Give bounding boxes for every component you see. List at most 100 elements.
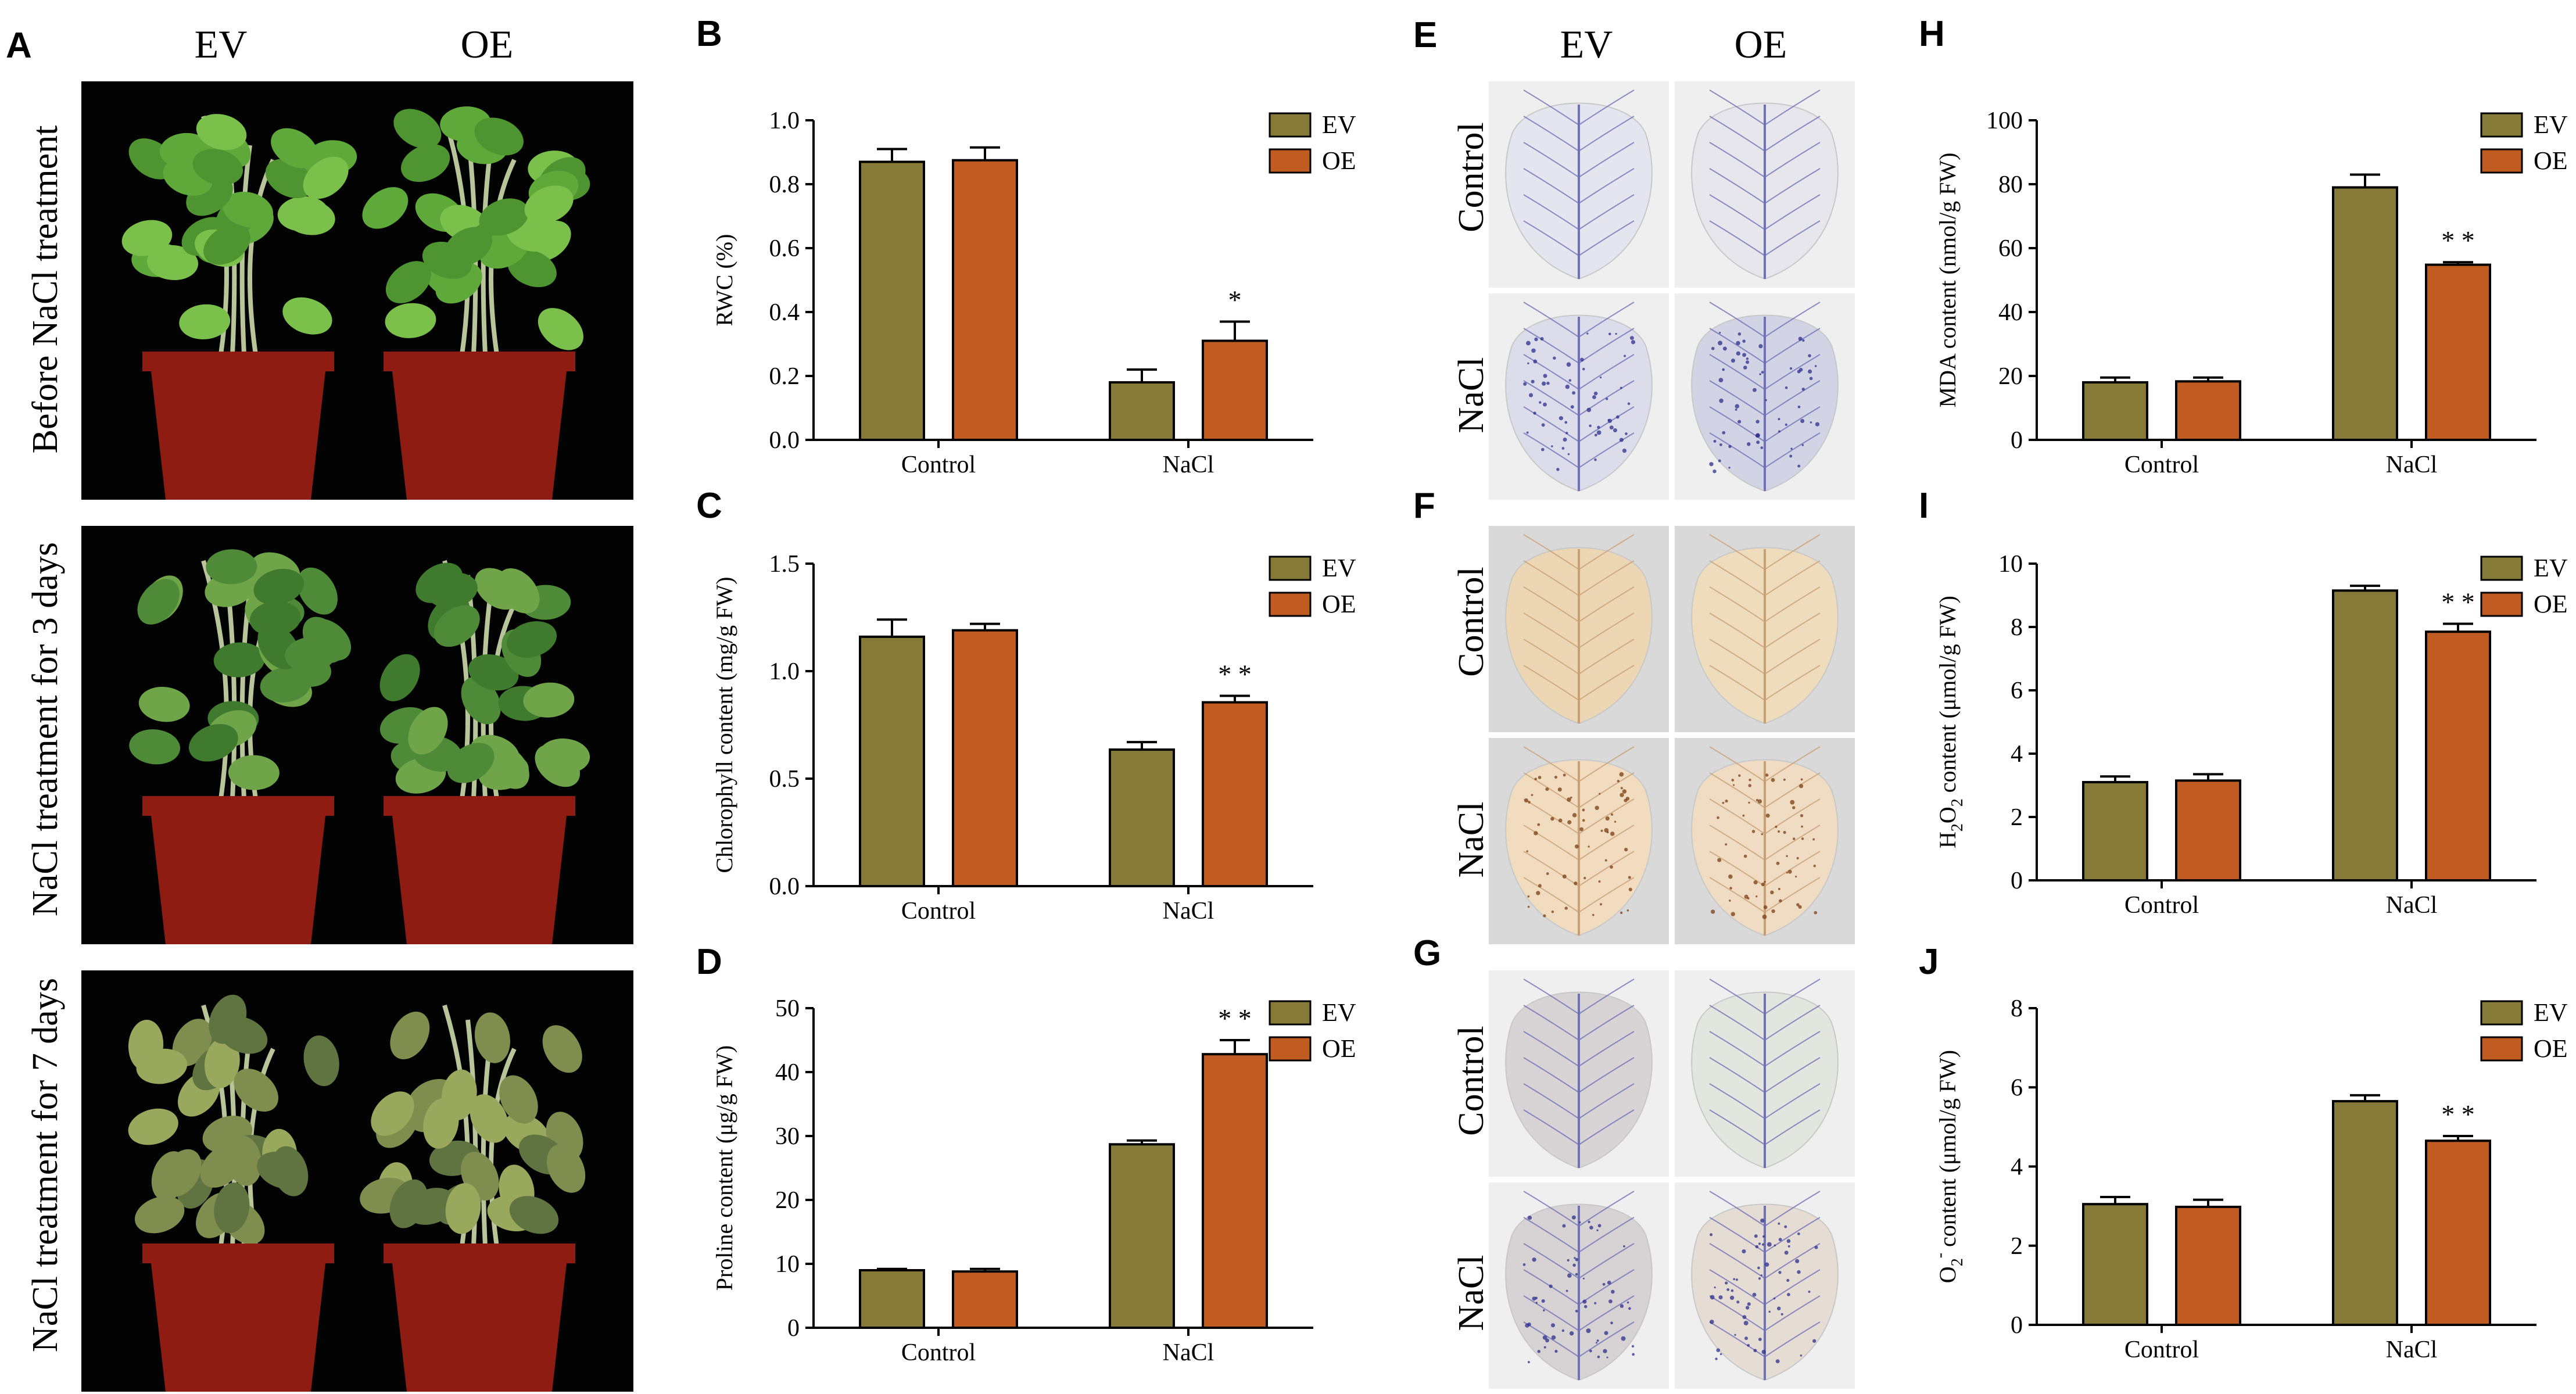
panel-letter-b: B [696,14,722,54]
chart-i: 0 2 4 6 8 10 H2O2 content (μmol/g FW) Control * … [1934,551,2568,919]
legend-label-ev: EV [1322,998,1356,1027]
pot-body [151,816,325,944]
panel-letter-c: C [696,486,722,526]
bar-oe-nacl [1202,339,1268,441]
pot-rim [384,352,575,371]
pot-rim [142,352,334,371]
y-tick-label: 20 [1998,363,2023,390]
y-tick-label: 6 [2011,1074,2023,1101]
y-axis-label: MDA content (nmol/g FW) [1934,153,1961,408]
bar-ev-nacl [2332,186,2398,441]
bar-ev-control [859,1269,925,1329]
x-tick-label: Control [2124,892,2199,919]
legend-label-ev: EV [2534,554,2568,582]
y-tick-label: 0 [2011,1312,2023,1339]
x-tick-label: Control [901,451,976,478]
x-tick-label: Control [901,898,976,924]
bar-oe-control [2175,380,2241,441]
y-tick-label: 0.0 [769,427,800,454]
y-tick-label: 0.6 [769,235,800,262]
leaf-tile-f-nacl-oe [1675,738,1855,944]
legend-label-ev: EV [2534,998,2568,1027]
legend-swatch-oe [1269,1036,1312,1062]
y-axis-label: O2- content (μmol/g FW) [1931,1050,1966,1283]
legend-swatch-oe [1269,148,1312,174]
legend-swatch-ev [1269,112,1312,138]
plant-oe [360,1004,586,1392]
panel-letter-j: J [1919,942,1939,982]
bar-ev-control [859,160,925,441]
significance-marker: * * [1218,1004,1252,1033]
leaf-tile-e-nacl-oe [1675,293,1855,500]
pot-body [392,1263,567,1392]
y-tick-label: 4 [2011,1154,2023,1181]
legend-label-ev: EV [2534,110,2568,139]
leaf-tile-e-control-ev [1489,81,1669,288]
panel-letter-h: H [1919,14,1945,54]
y-tick-label: 0.0 [769,873,800,900]
y-tick-label: 80 [1998,171,2023,198]
panel-letter-g: G [1413,933,1442,973]
y-tick-label: 8 [2011,614,2023,641]
y-tick-label: 20 [775,1187,800,1214]
bar-ev-nacl [1109,1143,1175,1330]
legend-swatch-oe [2480,592,2523,617]
legend-label-ev: EV [1322,554,1356,582]
x-tick-label: Control [2124,1336,2199,1363]
pot-body [392,371,567,500]
x-tick-label: Control [901,1339,976,1366]
y-tick-label: 10 [1998,551,2023,578]
panel-letter-d: D [696,942,722,982]
y-tick-label: 0.8 [769,171,800,198]
y-axis-label: Chlorophyll content (mg/g FW) [711,577,737,873]
significance-marker: * * [2441,1099,2475,1129]
bar-ev-control [2082,381,2148,441]
pot-body [151,371,325,500]
x-tick-label: NaCl [1163,451,1214,478]
significance-marker: * * [2441,587,2475,617]
y-tick-label: 2 [2011,804,2023,831]
y-tick-label: 0.5 [769,766,800,793]
y-tick-label: 50 [775,995,800,1022]
bar-oe-nacl [1202,1053,1268,1329]
bar-oe-nacl [2425,630,2491,882]
leaf-tile-f-nacl-ev [1489,738,1669,944]
bar-oe-control [2175,779,2241,881]
x-tick-label: Control [2124,451,2199,478]
legend-label-oe: OE [1322,1034,1356,1063]
y-tick-label: 6 [2011,678,2023,704]
y-tick-label: 40 [775,1059,800,1086]
legend-swatch-oe [2480,148,2523,174]
plant-ev [121,114,357,500]
panel-letter-f: F [1413,486,1435,526]
bar-ev-nacl [2332,589,2398,881]
pot-rim [384,796,575,816]
pot-rim [142,1244,334,1263]
chart-d: 0 10 20 30 40 50 Proline content (μg/g FW) Cont… [711,995,1356,1366]
x-tick-label: NaCl [1163,898,1214,924]
legend-label-oe: OE [2534,146,2568,175]
plant-ev [128,994,339,1392]
x-tick-label: NaCl [1163,1339,1214,1366]
significance-marker: * * [2441,225,2475,255]
bar-ev-control [2082,781,2148,882]
chart-b: 0.0 0.2 0.4 0.6 0.8 1.0 RWC (%) Control * NaCl EV O… [711,107,1356,478]
panel-letter-a: A [6,26,32,66]
leaf-tile-g-nacl-ev [1489,1182,1669,1389]
y-axis-label: H2O2 content (μmol/g FW) [1934,596,1966,848]
y-tick-label: 100 [1986,107,2023,134]
y-tick-label: 0.2 [769,363,800,390]
bar-ev-nacl [1109,381,1175,441]
bar-oe-control [2175,1205,2241,1327]
bar-ev-nacl [2332,1100,2398,1326]
pot-body [392,816,567,944]
plant-photo-3-days [81,526,633,944]
legend-swatch-oe [1269,592,1312,617]
y-tick-label: 1.0 [769,658,800,685]
legend-swatch-ev [1269,556,1312,581]
bar-oe-control [952,159,1018,441]
chart-c: 0.0 0.5 1.0 1.5 Chlorophyll content (mg/g FW… [711,551,1356,924]
pot-rim [142,796,334,816]
bar-oe-nacl [2425,263,2491,441]
